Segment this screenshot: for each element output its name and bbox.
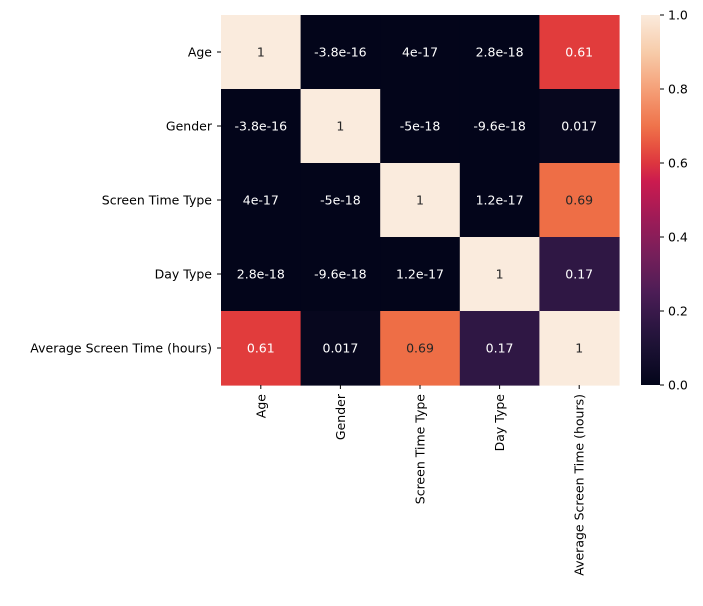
column-tick-label: Average Screen Time (hours) [572, 394, 587, 576]
cell-value-label: 1 [575, 341, 583, 356]
cell-value-label: -3.8e-16 [314, 45, 367, 60]
column-tick-label: Day Type [492, 394, 507, 452]
column-tick-label: Gender [333, 393, 348, 440]
cell-value-label: 1 [496, 267, 504, 282]
colorbar-tick-label: 0.8 [668, 82, 688, 97]
colorbar-tick-label: 0.6 [668, 156, 688, 171]
heatmap-cell [300, 163, 381, 238]
heatmap-cell [221, 237, 302, 312]
colorbar-tick-label: 1.0 [668, 8, 688, 23]
cell-value-label: 1 [416, 193, 424, 208]
heatmap-cell [300, 89, 381, 164]
heatmap-cells: 1 -3.8e-16 4e-17 2.8e-18 0.61 -3.8e-16 1 -5e-18… [221, 15, 620, 386]
cell-value-label: 4e-17 [243, 193, 279, 208]
heatmap-cell [380, 89, 461, 164]
row-tick-label: Gender [166, 119, 213, 134]
heatmap-cell [380, 15, 461, 90]
heatmap-cell [539, 237, 620, 312]
heatmap-cell [459, 311, 540, 386]
cell-value-label: -5e-18 [400, 119, 441, 134]
heatmap-cell [459, 89, 540, 164]
heatmap-cell [380, 163, 461, 238]
row-tick-label: Day Type [155, 267, 213, 282]
cell-value-label: 2.8e-18 [237, 267, 285, 282]
heatmap-cell [459, 15, 540, 90]
cell-value-label: -9.6e-18 [473, 119, 526, 134]
colorbar-gradient [641, 15, 660, 385]
heatmap-cell [539, 89, 620, 164]
cell-value-label: 1 [336, 119, 344, 134]
cell-value-label: 1.2e-17 [476, 193, 524, 208]
row-tick-labels: Age Gender Screen Time Type Day Type Average… [30, 45, 221, 356]
heatmap-cell [221, 89, 302, 164]
row-tick-label: Age [188, 45, 212, 60]
heatmap-cell [300, 15, 381, 90]
heatmap-cell [300, 237, 381, 312]
colorbar-tick-label: 0.0 [668, 378, 688, 393]
cell-value-label: 0.017 [323, 341, 359, 356]
cell-value-label: 0.17 [565, 267, 593, 282]
cell-value-label: 2.8e-18 [476, 45, 524, 60]
row-tick-label: Average Screen Time (hours) [30, 341, 212, 356]
colorbar-tick-label: 0.2 [668, 304, 688, 319]
heatmap-cell [539, 163, 620, 238]
colorbar-tick-label: 0.4 [668, 230, 688, 245]
heatmap-cell [221, 311, 302, 386]
heatmap-cell [221, 163, 302, 238]
cell-value-label: 0.61 [247, 341, 275, 356]
heatmap-cell [380, 311, 461, 386]
cell-value-label: 0.017 [561, 119, 597, 134]
cell-value-label: 1 [257, 45, 265, 60]
cell-value-label: 1.2e-17 [396, 267, 444, 282]
column-tick-label: Screen Time Type [413, 394, 428, 505]
heatmap-cell [300, 311, 381, 386]
colorbar: 0.0 0.2 0.4 0.6 0.8 1.0 [641, 8, 688, 393]
cell-value-label: 0.61 [565, 45, 593, 60]
column-tick-label: Age [253, 394, 268, 418]
cell-value-label: 4e-17 [402, 45, 438, 60]
cell-value-label: -5e-18 [320, 193, 361, 208]
heatmap-cell [380, 237, 461, 312]
heatmap-cell [539, 15, 620, 90]
heatmap-cell [539, 311, 620, 386]
cell-value-label: 0.17 [486, 341, 514, 356]
cell-value-label: -9.6e-18 [314, 267, 367, 282]
heatmap-cell [221, 15, 302, 90]
cell-value-label: -3.8e-16 [235, 119, 288, 134]
row-tick-label: Screen Time Type [102, 193, 213, 208]
cell-value-label: 0.69 [406, 341, 434, 356]
column-tick-labels: Age Gender Screen Time Type Day Type Average… [253, 385, 587, 576]
heatmap-cell [459, 163, 540, 238]
cell-value-label: 0.69 [565, 193, 593, 208]
heatmap-cell [459, 237, 540, 312]
